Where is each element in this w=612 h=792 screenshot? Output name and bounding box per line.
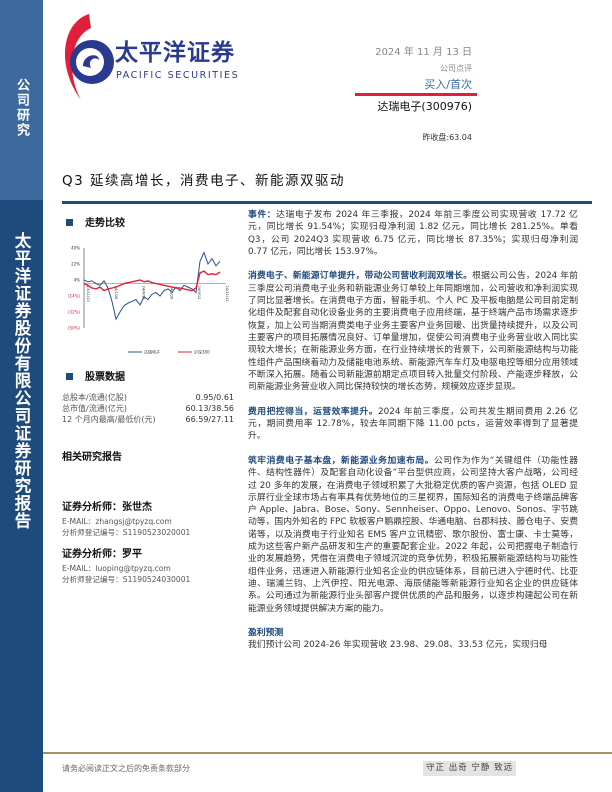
logo-subtext: PACIFIC SECURITIES xyxy=(116,70,240,81)
stock-data-heading: 股票数据 xyxy=(66,372,125,384)
y-tick-label: 22% xyxy=(71,262,80,267)
logo-text: 太平洋证券 xyxy=(115,40,235,66)
y-tick-label: (50%) xyxy=(68,326,80,331)
x-tick-label: 24/6/28 xyxy=(169,286,173,301)
analyst-2: 证券分析师：罗平 E-MAIL：luoping@tpyzq.com 分析师登记编… xyxy=(62,549,191,584)
paragraph-cost: 费用把控得当，运营效率提升。2024 年前三季度，公司共发生期间费用 2.26 … xyxy=(248,406,578,442)
y-tick-label: (14%) xyxy=(68,294,80,299)
rating: 买入/首次 xyxy=(424,78,472,91)
series-line xyxy=(83,270,221,292)
x-tick-label: 24/11/12 xyxy=(225,286,229,302)
chart-title: 走势比较 xyxy=(85,218,125,229)
x-tick-label: 24/1/28 xyxy=(114,286,118,301)
report-type: 公司点评 xyxy=(440,64,472,73)
report-date: 2024 年 11 月 13 日 xyxy=(375,47,472,58)
footer-divider xyxy=(43,752,612,754)
y-tick-label: (32%) xyxy=(68,310,80,315)
legend-label: 达瑞电子 xyxy=(144,349,160,355)
divider xyxy=(62,201,592,204)
paragraph-event: 事件：达瑞电子发布 2024 年三季报，2024 年前三季度公司实现营收 17.… xyxy=(248,210,578,257)
bullet-icon xyxy=(66,373,73,380)
analyst-email[interactable]: E-MAIL：zhangsj@tpyzq.com xyxy=(62,517,172,526)
trend-chart: 40% 22% 4% (14%) (32%) (50%) 23/11/13 24/1/28 24… xyxy=(68,246,229,355)
logo-icon xyxy=(65,14,114,100)
disclaimer-note: 请务必阅读正文之后的免责条款部分 xyxy=(62,764,190,773)
y-tick-label: 40% xyxy=(71,246,80,251)
related-reports-heading: 相关研究报告 xyxy=(62,452,122,463)
stock-data-table: 总股本/流通(亿股) 0.95/0.61 总市值/流通(亿元) 60.13/38.5… xyxy=(62,392,234,425)
x-tick-label: 23/11/13 xyxy=(86,286,90,302)
paragraph-business: 筑牢消费电子基本盘，新能源业务加速布局。公司作为作为“关键组件（功能性器件、结构… xyxy=(248,455,579,614)
table-row: 12 个月内最高/最低价(元) 66.59/27.11 xyxy=(62,415,234,424)
paragraph-growth: 消费电子、新能源订单提升，带动公司营收利润双增长。根据公司公告，2024 年前三… xyxy=(248,271,578,393)
x-tick-label: 24/9/12 xyxy=(197,286,201,300)
analyst-email[interactable]: E-MAIL：luoping@tpyzq.com xyxy=(62,564,171,573)
paragraph-forecast: 我们预计公司 2024-26 年实现营收 23.98、29.08、33.53 亿… xyxy=(248,640,548,651)
forecast-heading: 盈利预测 xyxy=(248,628,284,639)
bullet-icon xyxy=(66,219,73,226)
company-motto: 守正 出奇 宁静 致远 xyxy=(423,761,517,776)
x-tick-label: 24/4/13 xyxy=(142,286,146,300)
sidebar-publisher: 太平洋证券股份有限公司证券研究报告 xyxy=(12,232,31,530)
table-row: 总市值/流通(亿元) 60.13/38.56 xyxy=(62,404,234,413)
chart-heading: 走势比较 xyxy=(66,218,125,230)
stock-name: 达瑞电子(300976) xyxy=(377,100,472,113)
sidebar-bottom xyxy=(0,200,43,792)
legend-label: 沪深300 xyxy=(194,349,210,355)
sidebar-top xyxy=(0,0,43,200)
sidebar-category: 公司研究 xyxy=(14,78,29,138)
report-body: 事件：达瑞电子发布 2024 年三季报，2024 年前三季度公司实现营收 17.… xyxy=(248,209,578,652)
page-title: Q3 延续高增长，消费电子、新能源双驱动 xyxy=(62,173,346,189)
divider xyxy=(355,93,477,96)
close-price: 昨收盘:63.04 xyxy=(422,133,472,142)
table-row: 总股本/流通(亿股) 0.95/0.61 xyxy=(62,393,234,402)
y-tick-label: 4% xyxy=(74,278,81,283)
analyst-1: 证券分析师：张世杰 E-MAIL：zhangsj@tpyzq.com 分析师登记… xyxy=(62,502,191,537)
